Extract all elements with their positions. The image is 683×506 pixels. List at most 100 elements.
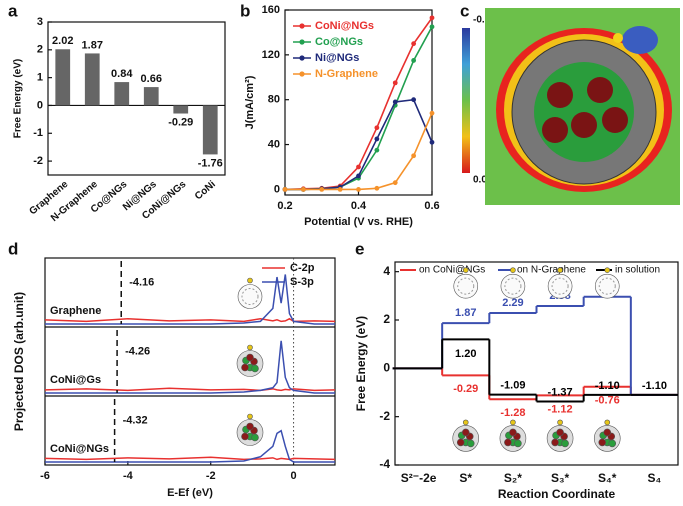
- legend-label: on CoNi@NGs: [419, 265, 485, 276]
- density-blob: [622, 26, 658, 54]
- value-label: 0.84: [111, 68, 133, 80]
- structure-icon: [247, 277, 253, 284]
- colorbar: [462, 28, 470, 173]
- legend-marker: [299, 23, 305, 29]
- plot-frame: [47, 21, 226, 176]
- value-label: 2.29: [502, 297, 523, 309]
- panel-label: a: [8, 1, 18, 20]
- y-tick-label: 0: [274, 183, 280, 195]
- value-label: 2.02: [52, 35, 73, 47]
- structure-icon: [237, 284, 263, 309]
- x-tick-label: 0.4: [351, 200, 367, 212]
- dos-line: [45, 274, 335, 325]
- legend-label: CoNi@NGs: [315, 20, 374, 32]
- dos-line: [44, 317, 336, 323]
- bar: [202, 105, 218, 155]
- y-tick-label: -2: [379, 409, 390, 423]
- structure-icon: [604, 267, 611, 273]
- bar: [114, 82, 130, 106]
- panel-label: b: [240, 1, 250, 20]
- value-label: -1.12: [548, 403, 573, 415]
- point: [374, 136, 380, 142]
- legend-label: Co@NGs: [315, 36, 363, 48]
- legend-label: Ni@NGs: [315, 52, 359, 64]
- structure-icon: [247, 344, 253, 351]
- dos-line: [44, 456, 336, 461]
- value-label: -1.76: [198, 157, 223, 169]
- structure-icon: [241, 432, 249, 441]
- value-label: -1.10: [595, 380, 620, 392]
- value-label: -1.09: [500, 380, 525, 392]
- x-tick-label: -2: [206, 470, 216, 482]
- structure-icon: [251, 433, 259, 442]
- point: [411, 153, 417, 159]
- y-tick-label: 3: [37, 16, 43, 28]
- x-axis-label: Reaction Coordinate: [498, 487, 616, 501]
- structure-icon: [457, 277, 475, 295]
- x-tick-label: S₂*: [504, 471, 522, 485]
- value-label: -0.76: [595, 395, 620, 407]
- legend-marker: [299, 39, 305, 45]
- atom: [542, 117, 568, 143]
- point: [392, 99, 398, 105]
- y-tick-label: -2: [33, 155, 43, 167]
- plot-frame: [44, 257, 336, 466]
- x-axis-label: E-Ef (eV): [167, 487, 213, 499]
- panel-label: c: [460, 1, 469, 20]
- x-tick-label: 0.6: [424, 200, 439, 212]
- panel-label: e: [355, 239, 364, 258]
- point: [282, 186, 288, 192]
- value-label: 0.66: [141, 73, 162, 85]
- x-tick-label: S₃*: [551, 471, 570, 485]
- structure-icon: [246, 353, 254, 362]
- structure-icon: [466, 439, 475, 448]
- point: [337, 186, 343, 192]
- structure-icon: [551, 438, 559, 447]
- bar: [143, 87, 159, 106]
- y-tick-label: 0: [383, 361, 390, 375]
- structure-icon: [500, 273, 526, 299]
- structure-icon: [246, 422, 254, 431]
- legend-label: C-2p: [290, 262, 315, 274]
- value-label: 1.87: [455, 307, 476, 319]
- legend-label: N-Graphene: [315, 68, 378, 80]
- y-axis-label: Free Energy (eV): [13, 59, 24, 138]
- value-label: -0.29: [453, 383, 478, 395]
- point: [319, 186, 325, 192]
- structure-icon: [510, 267, 516, 273]
- dos-line: [45, 429, 335, 463]
- legend-label: in solution: [615, 265, 660, 276]
- structure-icon: [561, 439, 569, 448]
- structure-icon: [504, 277, 522, 295]
- point: [374, 185, 380, 191]
- structure-icon: [241, 288, 259, 305]
- point: [356, 186, 361, 192]
- point: [356, 164, 361, 170]
- atom: [602, 107, 628, 133]
- point: [392, 180, 398, 186]
- y-tick-label: 2: [37, 44, 43, 56]
- y-axis-label: Free Energy (eV): [354, 316, 368, 411]
- point: [300, 186, 306, 192]
- structure-icon: [509, 428, 517, 437]
- value-label: -0.29: [168, 116, 193, 128]
- point: [392, 80, 398, 86]
- point: [429, 110, 435, 116]
- atom: [587, 77, 613, 103]
- value-label: -1.37: [548, 386, 573, 398]
- point: [356, 173, 361, 179]
- bar: [173, 105, 189, 114]
- dos-line: [45, 340, 335, 394]
- structure-icon: [462, 419, 469, 426]
- panel-label: d: [8, 239, 18, 258]
- structure-icon: [557, 419, 563, 426]
- point: [429, 15, 435, 21]
- structure-icon: [594, 273, 620, 299]
- atom: [571, 112, 597, 138]
- x-tick-label: S²⁻-2e: [401, 471, 437, 485]
- plot-frame: [394, 261, 679, 466]
- x-tick-label: 0.2: [277, 200, 292, 212]
- structure-icon: [603, 428, 612, 437]
- x-tick-label: S₄*: [598, 471, 617, 485]
